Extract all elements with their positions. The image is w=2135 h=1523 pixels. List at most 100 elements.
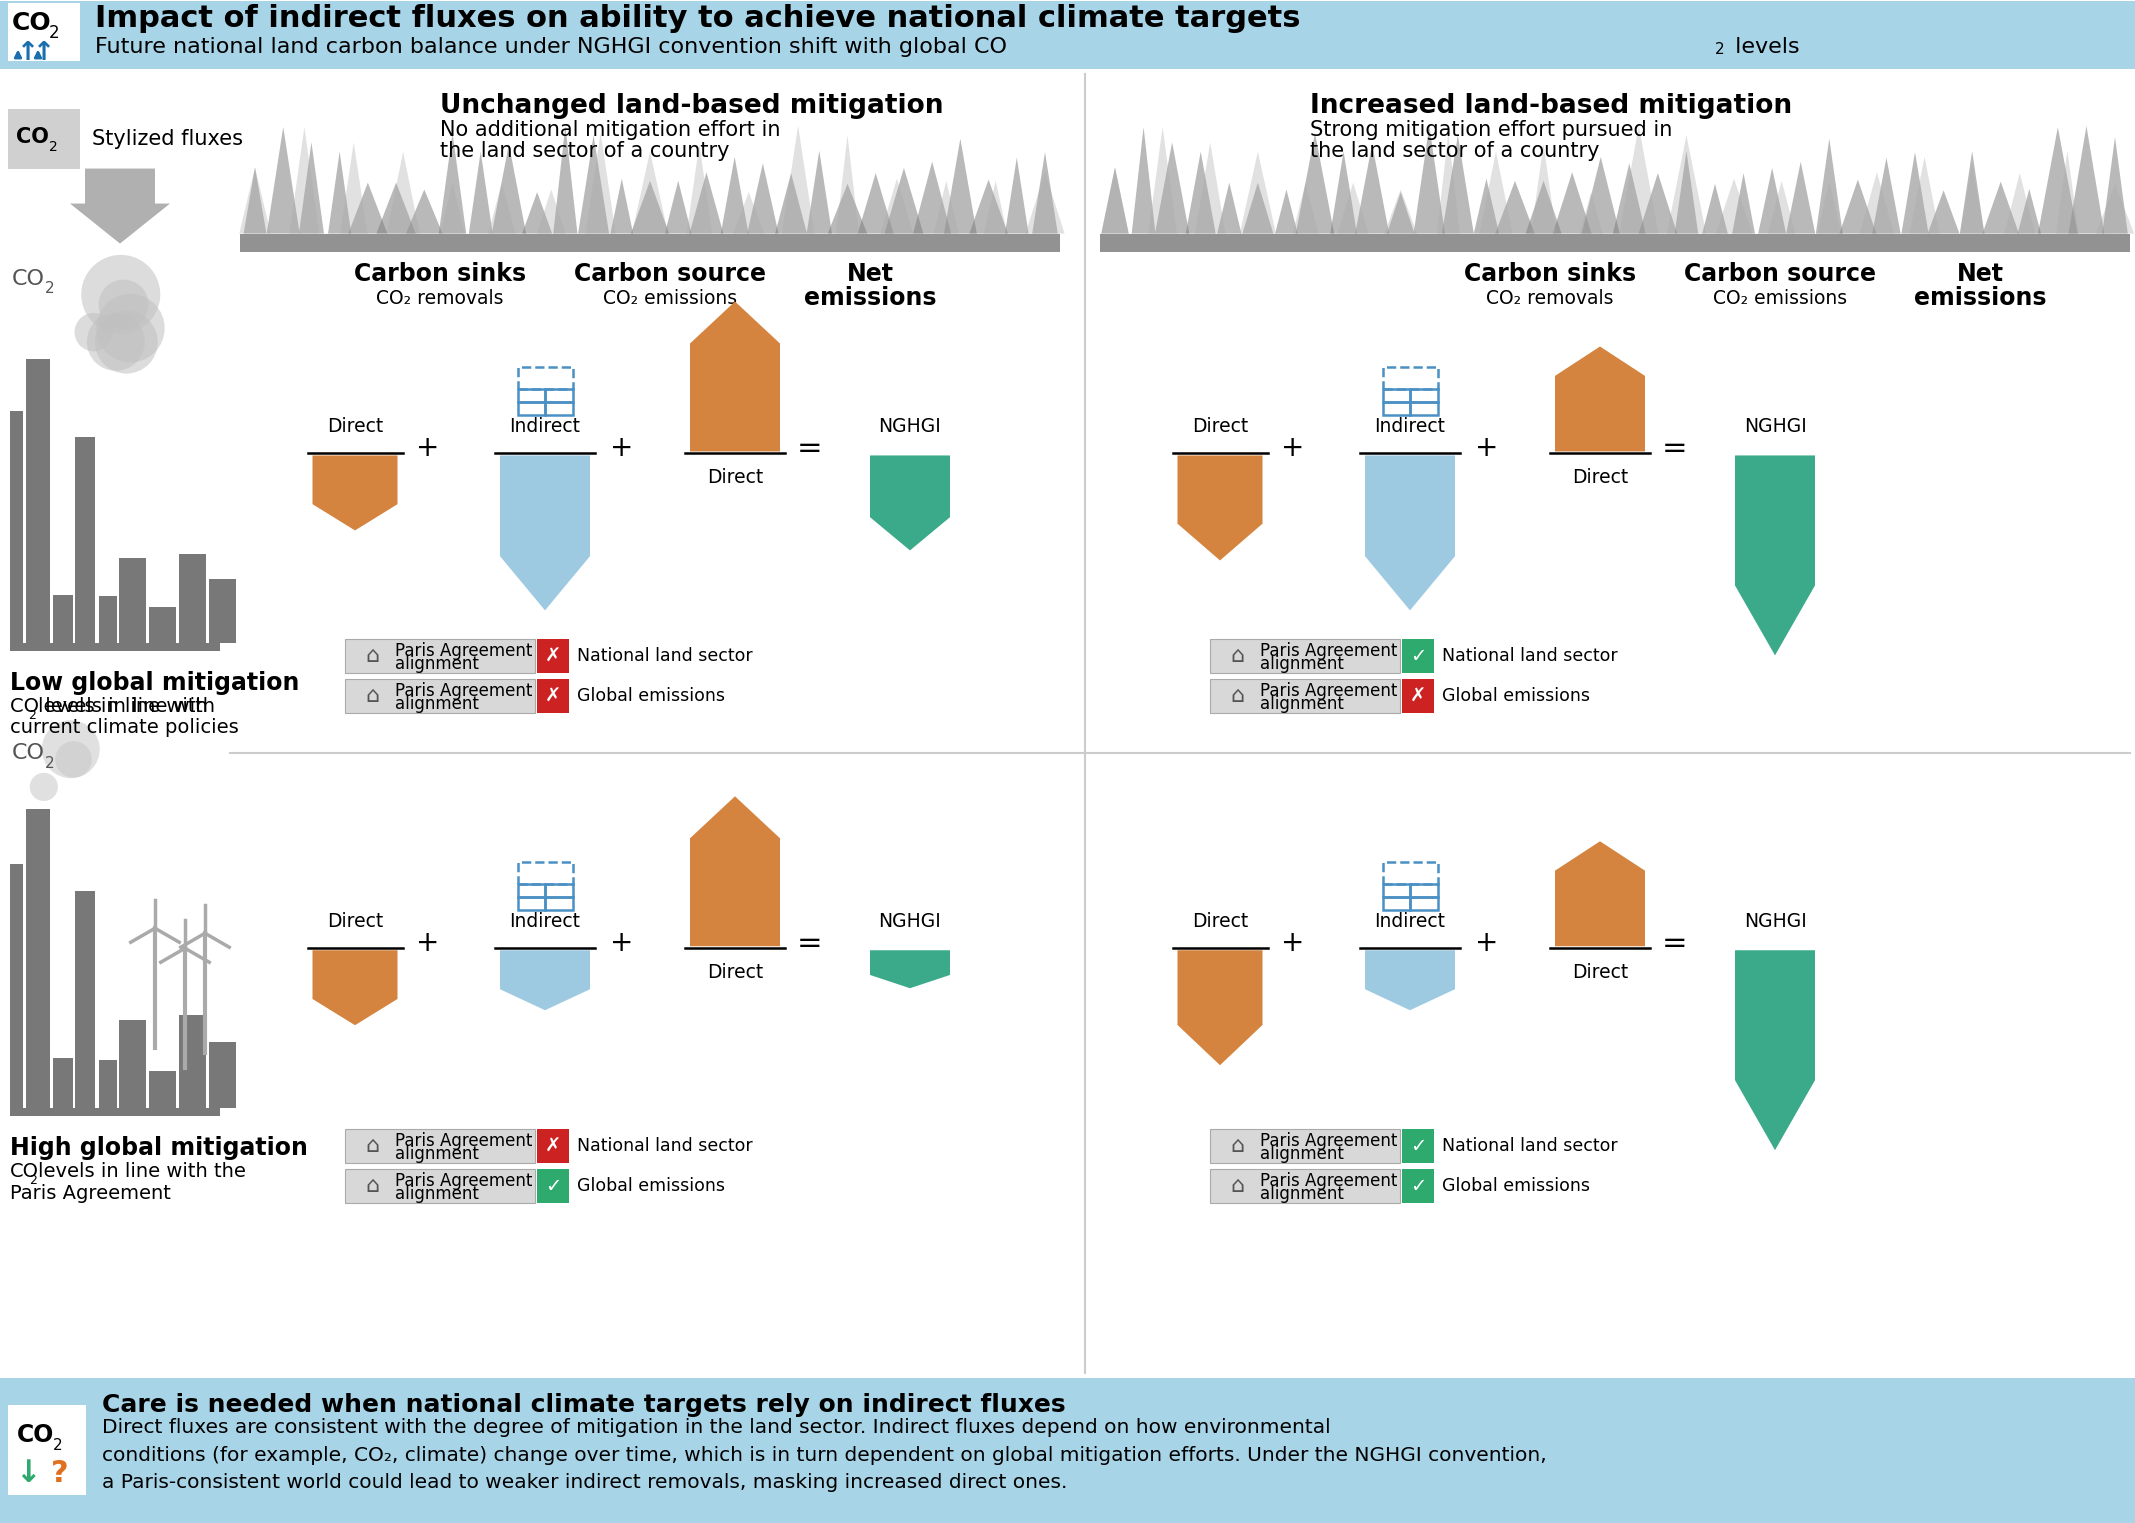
Polygon shape [1292, 183, 1317, 233]
Circle shape [98, 280, 149, 329]
Text: levels: levels [1727, 37, 1800, 56]
Bar [75, 891, 94, 1109]
Text: Paris Agreement: Paris Agreement [1260, 1173, 1398, 1189]
Polygon shape [1494, 181, 1535, 233]
Text: +: + [1475, 929, 1499, 958]
Polygon shape [1787, 161, 1815, 233]
Text: CO₂ emissions: CO₂ emissions [602, 289, 737, 308]
Bar [239, 233, 1059, 251]
Bar [346, 679, 536, 713]
Bar [1383, 402, 1409, 416]
Text: ⌂: ⌂ [365, 646, 380, 667]
Bar [1403, 679, 1435, 713]
Bar [538, 640, 570, 673]
Polygon shape [781, 126, 813, 233]
Text: alignment: alignment [1260, 655, 1343, 673]
Bar [239, 233, 1059, 251]
Polygon shape [632, 151, 668, 233]
Text: Indirect: Indirect [510, 912, 581, 931]
Text: 2: 2 [45, 282, 56, 295]
Polygon shape [538, 189, 566, 233]
Bar [9, 1406, 85, 1496]
Polygon shape [376, 183, 416, 233]
Text: NGHGI: NGHGI [1744, 417, 1806, 437]
Polygon shape [1132, 126, 1155, 233]
Text: 2: 2 [30, 1174, 36, 1186]
Polygon shape [1437, 133, 1460, 233]
Polygon shape [2103, 137, 2129, 233]
Text: No additional mitigation effort in: No additional mitigation effort in [440, 120, 781, 140]
Polygon shape [329, 152, 352, 233]
Bar [517, 388, 544, 402]
Bar [1383, 897, 1409, 911]
Text: alignment: alignment [395, 655, 478, 673]
Polygon shape [500, 455, 589, 611]
Polygon shape [1928, 190, 1960, 233]
Text: Carbon source: Carbon source [574, 262, 766, 285]
Bar [1403, 640, 1435, 673]
Bar [11, 1109, 220, 1116]
Text: Carbon sinks: Carbon sinks [1465, 262, 1635, 285]
Polygon shape [1527, 181, 1561, 233]
Text: CO: CO [11, 743, 45, 763]
Text: Paris Agreement: Paris Agreement [1260, 1132, 1398, 1150]
Text: 2: 2 [49, 140, 58, 154]
Polygon shape [348, 183, 386, 233]
Text: alignment: alignment [1260, 1185, 1343, 1203]
Bar [517, 367, 572, 388]
Text: 2: 2 [45, 755, 56, 771]
Polygon shape [579, 136, 608, 233]
Circle shape [56, 742, 92, 778]
Text: ✓: ✓ [1409, 647, 1426, 666]
Polygon shape [1554, 347, 1644, 451]
Polygon shape [312, 455, 397, 530]
Polygon shape [523, 192, 553, 233]
Text: 2: 2 [49, 24, 60, 41]
Text: Paris Agreement: Paris Agreement [395, 1132, 532, 1150]
Bar [98, 1060, 117, 1109]
Text: +: + [416, 929, 440, 958]
Polygon shape [1364, 950, 1454, 1010]
Text: ✗: ✗ [544, 687, 562, 705]
Text: High global mitigation: High global mitigation [11, 1136, 307, 1161]
Polygon shape [239, 168, 271, 233]
Polygon shape [70, 169, 171, 244]
Text: Global emissions: Global emissions [1441, 1177, 1591, 1196]
Bar [75, 437, 94, 643]
Bar [538, 1170, 570, 1203]
Polygon shape [2039, 126, 2077, 233]
Polygon shape [828, 184, 867, 233]
Polygon shape [807, 151, 833, 233]
Polygon shape [290, 126, 320, 233]
Bar [239, 233, 1059, 251]
Text: =: = [796, 929, 822, 958]
Text: CO₂ removals: CO₂ removals [1486, 289, 1614, 308]
Bar [179, 553, 207, 643]
Polygon shape [914, 161, 952, 233]
Text: the land sector of a country: the land sector of a country [1311, 140, 1599, 160]
Text: National land sector: National land sector [576, 1138, 754, 1154]
Polygon shape [1217, 183, 1240, 233]
Bar [1383, 883, 1409, 897]
Text: Carbon source: Carbon source [1685, 262, 1877, 285]
Text: Direct: Direct [327, 417, 382, 437]
Text: ✓: ✓ [1409, 1136, 1426, 1156]
Polygon shape [1736, 455, 1815, 655]
Bar [1211, 679, 1401, 713]
Text: ⌂: ⌂ [1230, 1136, 1245, 1156]
Text: NGHGI: NGHGI [880, 417, 942, 437]
Polygon shape [585, 133, 615, 233]
Bar [1409, 897, 1437, 911]
Polygon shape [1674, 151, 1697, 233]
Bar [26, 809, 49, 1109]
Text: emissions: emissions [803, 285, 937, 309]
Text: 2: 2 [28, 708, 36, 722]
Bar [53, 594, 73, 643]
Text: Indirect: Indirect [510, 417, 581, 437]
Circle shape [43, 720, 100, 778]
Text: alignment: alignment [1260, 694, 1343, 713]
Text: ⌂: ⌂ [365, 1176, 380, 1196]
Text: Direct: Direct [1571, 469, 1629, 487]
Text: Carbon sinks: Carbon sinks [354, 262, 525, 285]
Text: Net: Net [1956, 262, 2003, 285]
